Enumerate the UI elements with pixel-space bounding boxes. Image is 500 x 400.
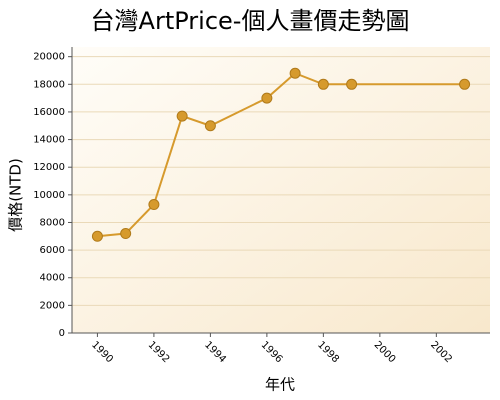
x-tick-label: 1992 [146, 339, 172, 365]
data-point [459, 78, 471, 90]
y-tick-label: 4000 [40, 273, 65, 284]
y-tick-label: 6000 [40, 245, 65, 256]
plot-area [72, 47, 490, 333]
x-tick-label: 2000 [372, 339, 398, 365]
x-tick-label: 1996 [259, 339, 285, 365]
data-point [261, 92, 273, 104]
x-tick-label: 1990 [89, 339, 115, 365]
y-tick-label: 16000 [33, 107, 65, 118]
data-line [97, 72, 465, 238]
data-point [176, 110, 188, 122]
data-point [148, 199, 160, 211]
data-point [317, 78, 329, 90]
y-tick-label: 8000 [40, 217, 65, 228]
data-point [204, 120, 216, 132]
x-tick-label: 2002 [428, 339, 454, 365]
data-point [346, 78, 358, 90]
data-point [91, 230, 103, 242]
y-tick-label: 10000 [33, 190, 65, 201]
y-tick-label: 14000 [33, 135, 65, 146]
x-tick-label: 1998 [315, 339, 341, 365]
chart-title: 台灣ArtPrice-個人畫價走勢圖 [91, 7, 410, 35]
y-tick-label: 0 [59, 328, 65, 339]
x-tick-label: 1994 [202, 339, 228, 365]
data-point [289, 67, 301, 79]
y-tick-label: 20000 [33, 52, 65, 63]
data-point [120, 228, 132, 240]
y-axis-label: 價格(NTD) [7, 158, 25, 232]
y-tick-label: 12000 [33, 162, 65, 173]
y-tick-label: 18000 [33, 79, 65, 90]
y-tick-label: 2000 [40, 300, 65, 311]
x-axis-label: 年代 [265, 376, 295, 394]
